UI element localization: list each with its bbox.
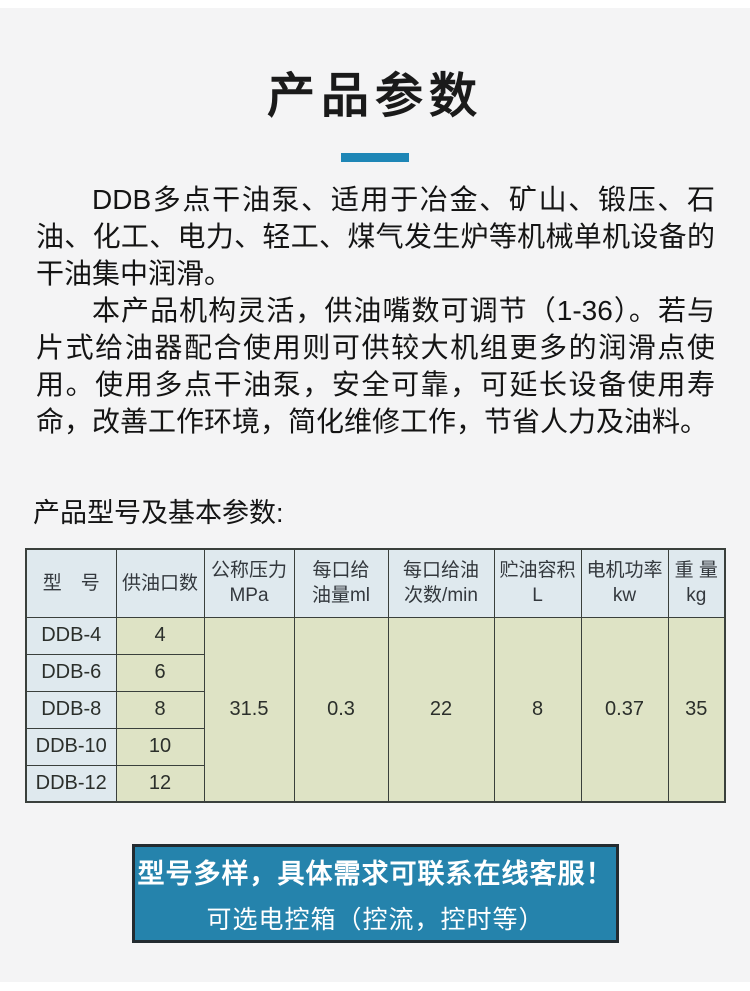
- model-cell: DDB-4: [25, 616, 117, 655]
- model-cell: DDB-8: [25, 690, 117, 729]
- table-row: DDB-6 6: [25, 653, 725, 692]
- section-heading: 产品型号及基本参数:: [33, 498, 284, 528]
- col-header-model: 型 号: [25, 548, 117, 618]
- ports-cell: 12: [115, 764, 205, 803]
- col-header-model-label: 型 号: [42, 572, 100, 594]
- contact-banner: 型号多样，具体需求可联系在线客服！ 可选电控箱（控流，控时等）: [132, 844, 619, 943]
- contact-banner-line-1: 型号多样，具体需求可联系在线客服！: [137, 858, 614, 889]
- table-header-row: 型 号 供油口数 公称压力 MPa 每口给 油量ml 每口给油 次数/min: [25, 548, 726, 618]
- ports-cell: 10: [115, 727, 205, 766]
- spec-table: 型 号 供油口数 公称压力 MPa 每口给 油量ml 每口给油 次数/min: [25, 548, 726, 803]
- bottom-white-strip: [0, 982, 750, 991]
- reservoir-value-cell: 8: [493, 616, 582, 803]
- col-header-cycles: 每口给油 次数/min: [387, 548, 495, 618]
- col-header-motor-power: 电机功率 kw: [580, 548, 669, 618]
- col-header-weight: 重 量 kg: [667, 548, 726, 618]
- table-row: DDB-12 12: [25, 764, 725, 803]
- table-row: DDB-8 8: [25, 690, 725, 729]
- oil-per-port-value-cell: 0.3: [293, 616, 389, 803]
- title-underline-bar: [341, 153, 409, 162]
- col-header-reservoir: 贮油容积 L: [493, 548, 582, 618]
- page-title: 产品参数: [266, 70, 483, 123]
- intro-paragraph-2: 本产品机构灵活，供油嘴数可调节（1-36）。若与片式给油器配合使用则可供较大机组…: [36, 295, 715, 437]
- top-white-strip: [0, 0, 750, 8]
- model-cell: DDB-12: [25, 764, 117, 803]
- model-cell: DDB-10: [25, 727, 117, 766]
- ports-cell: 6: [115, 653, 205, 692]
- pressure-value-cell: 31.5: [203, 616, 295, 803]
- table-row: DDB-4 4 31.5 0.3 22 8 0.37 35: [25, 616, 726, 803]
- ports-cell: 4: [115, 616, 205, 655]
- table-row: DDB-10 10: [25, 727, 725, 766]
- model-cell: DDB-6: [25, 653, 117, 692]
- col-header-ports-label: 供油口数: [121, 572, 198, 594]
- col-header-oil-per-port: 每口给 油量ml: [293, 548, 389, 618]
- weight-value-cell: 35: [667, 616, 726, 803]
- ports-cell: 8: [115, 690, 205, 729]
- intro-text-block: DDB多点干油泵、适用于冶金、矿山、锻压、石油、化工、电力、轻工、煤气发生炉等机…: [36, 181, 715, 440]
- motor-power-value-cell: 0.37: [580, 616, 669, 803]
- contact-banner-line-2: 可选电控箱（控流，控时等）: [206, 905, 545, 934]
- col-header-pressure: 公称压力 MPa: [203, 548, 295, 618]
- col-header-ports: 供油口数: [115, 548, 205, 618]
- cycles-value-cell: 22: [387, 616, 495, 803]
- intro-paragraph-1: DDB多点干油泵、适用于冶金、矿山、锻压、石油、化工、电力、轻工、煤气发生炉等机…: [36, 184, 715, 289]
- title-section: 产品参数: [0, 56, 750, 162]
